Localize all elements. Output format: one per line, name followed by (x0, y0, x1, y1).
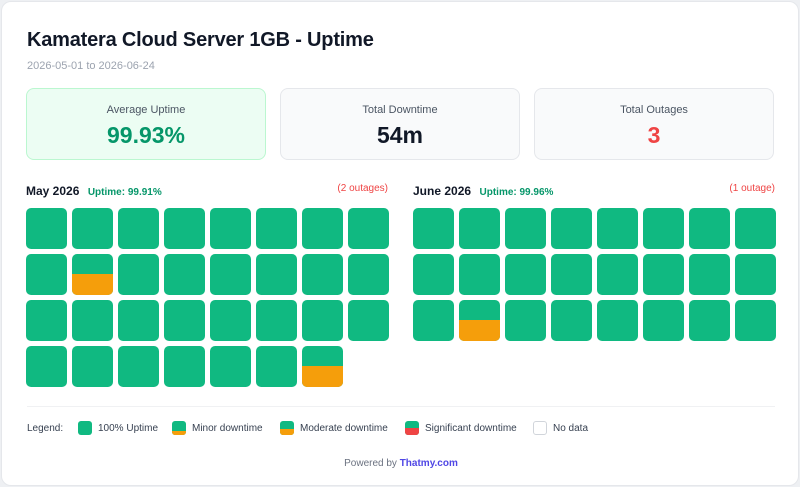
legend-nodata-swatch (533, 421, 547, 435)
day-cell[interactable] (643, 208, 684, 249)
day-cell[interactable] (302, 254, 343, 295)
day-cell[interactable] (164, 346, 205, 387)
brand-link[interactable]: Thatmy.com (399, 458, 458, 469)
day-cell[interactable] (72, 208, 113, 249)
total-downtime-card: Total Downtime 54m (280, 88, 520, 160)
day-cell[interactable] (413, 254, 454, 295)
day-cell[interactable] (735, 300, 776, 341)
day-cell[interactable] (118, 254, 159, 295)
day-cell[interactable] (505, 300, 546, 341)
page-title: Kamatera Cloud Server 1GB - Uptime (27, 29, 374, 51)
legend-label: Legend: (27, 423, 64, 434)
month-uptime: Uptime: 99.96% (479, 187, 554, 198)
month-outages: (2 outages) (337, 183, 388, 194)
total-outages-label: Total Outages (620, 104, 688, 116)
legend-minor-text: Minor downtime (192, 423, 263, 434)
day-cell[interactable] (735, 208, 776, 249)
day-cell[interactable] (164, 300, 205, 341)
total-outages-card: Total Outages 3 (534, 88, 774, 160)
day-cell[interactable] (118, 346, 159, 387)
date-range: 2026-05-01 to 2026-06-24 (27, 60, 155, 72)
day-cell[interactable] (689, 300, 730, 341)
day-cell[interactable] (348, 300, 389, 341)
day-cell[interactable] (689, 254, 730, 295)
day-cell[interactable] (210, 346, 251, 387)
month-uptime: Uptime: 99.91% (87, 187, 162, 198)
day-cell[interactable] (505, 254, 546, 295)
day-cell[interactable] (459, 208, 500, 249)
legend-uptime-swatch (78, 421, 92, 435)
downtime-fill (302, 366, 343, 387)
legend-moderate-swatch (280, 421, 294, 435)
month-header: June 2026 Uptime: 99.96% (1 outage) (413, 182, 775, 198)
total-downtime-value: 54m (376, 122, 424, 148)
day-cell[interactable] (210, 254, 251, 295)
legend-significant-text: Significant downtime (425, 423, 517, 434)
legend-minor-swatch (172, 421, 186, 435)
day-cell[interactable] (302, 208, 343, 249)
day-cell[interactable] (26, 254, 67, 295)
powered-by-text: Powered by (344, 458, 397, 469)
legend-uptime-text: 100% Uptime (98, 423, 159, 434)
day-cell[interactable] (735, 254, 776, 295)
day-cell[interactable] (643, 300, 684, 341)
total-downtime-label: Total Downtime (362, 104, 438, 116)
day-cell[interactable] (210, 208, 251, 249)
day-cell[interactable] (348, 208, 389, 249)
day-cell[interactable] (210, 300, 251, 341)
day-cell[interactable] (302, 346, 343, 387)
day-cell[interactable] (164, 254, 205, 295)
day-cell[interactable] (597, 300, 638, 341)
legend-significant-swatch (405, 421, 419, 435)
divider (27, 406, 775, 407)
day-cell[interactable] (348, 254, 389, 295)
average-uptime-label: Average Uptime (106, 104, 186, 116)
day-cell[interactable] (256, 208, 297, 249)
day-cell[interactable] (689, 208, 730, 249)
day-cell[interactable] (459, 300, 500, 341)
day-cell[interactable] (505, 208, 546, 249)
day-cell[interactable] (302, 300, 343, 341)
month-header: May 2026 Uptime: 99.91% (2 outages) (26, 182, 388, 198)
day-cell[interactable] (72, 300, 113, 341)
legend-moderate-text: Moderate downtime (300, 423, 388, 434)
day-cell[interactable] (551, 254, 592, 295)
day-cell[interactable] (118, 208, 159, 249)
day-cell[interactable] (413, 300, 454, 341)
average-uptime-value: 99.93% (106, 122, 185, 148)
day-cell[interactable] (597, 208, 638, 249)
day-cell[interactable] (551, 300, 592, 341)
month-name: June 2026 (413, 184, 472, 198)
day-cell[interactable] (72, 346, 113, 387)
month-outages: (1 outage) (729, 183, 775, 194)
average-uptime-card: Average Uptime 99.93% (26, 88, 266, 160)
day-cell[interactable] (256, 300, 297, 341)
legend-nodata-text: No data (553, 423, 589, 434)
day-cell[interactable] (551, 208, 592, 249)
day-cell[interactable] (643, 254, 684, 295)
day-cell[interactable] (256, 346, 297, 387)
downtime-fill (459, 320, 500, 341)
day-cell[interactable] (459, 254, 500, 295)
day-cell[interactable] (413, 208, 454, 249)
day-cell[interactable] (164, 208, 205, 249)
day-cell[interactable] (72, 254, 113, 295)
day-cell[interactable] (256, 254, 297, 295)
day-cell[interactable] (26, 208, 67, 249)
downtime-fill (72, 274, 113, 295)
day-cell[interactable] (26, 300, 67, 341)
day-cell[interactable] (26, 346, 67, 387)
total-outages-value: 3 (647, 122, 661, 148)
powered-by: Powered by Thatmy.com (2, 458, 800, 469)
day-cell[interactable] (597, 254, 638, 295)
day-cell[interactable] (118, 300, 159, 341)
month-name: May 2026 (26, 184, 80, 198)
